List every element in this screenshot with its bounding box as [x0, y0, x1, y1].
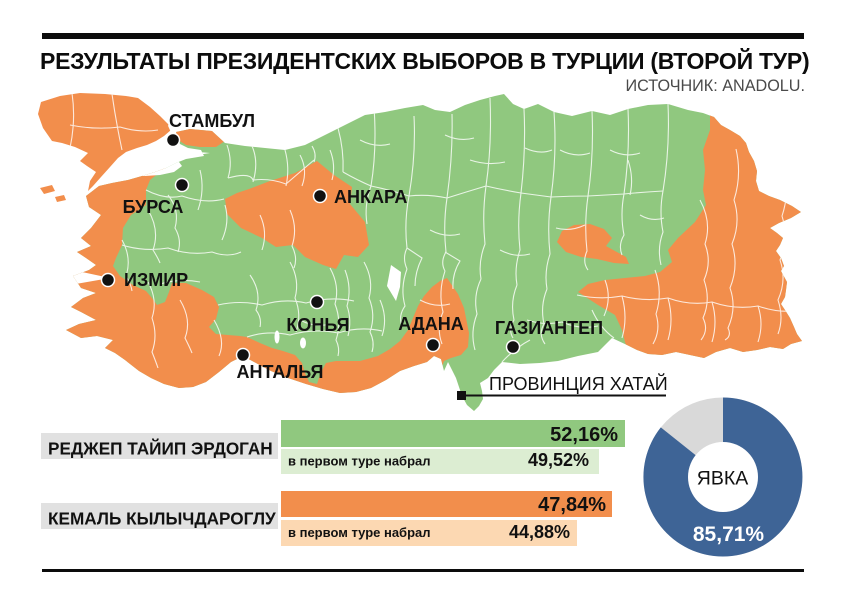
svg-text:АНКАРА: АНКАРА [334, 187, 407, 207]
svg-text:ИСТОЧНИК: ANADOLU.: ИСТОЧНИК: ANADOLU. [626, 77, 805, 95]
svg-text:ПРОВИНЦИЯ ХАТАЙ: ПРОВИНЦИЯ ХАТАЙ [489, 373, 668, 394]
svg-text:в первом туре набрал: в первом туре набрал [288, 454, 431, 469]
svg-text:44,88%: 44,88% [509, 522, 570, 542]
svg-text:СТАМБУЛ: СТАМБУЛ [169, 111, 255, 131]
svg-text:ГАЗИАНТЕП: ГАЗИАНТЕП [495, 318, 603, 338]
svg-text:АНТАЛЬЯ: АНТАЛЬЯ [237, 362, 324, 382]
svg-text:АДАНА: АДАНА [398, 314, 464, 334]
svg-text:ЯВКА: ЯВКА [697, 468, 748, 490]
svg-text:РЕДЖЕП ТАЙИП ЭРДОГАН: РЕДЖЕП ТАЙИП ЭРДОГАН [48, 439, 273, 459]
svg-text:БУРСА: БУРСА [123, 197, 184, 217]
svg-text:85,71%: 85,71% [693, 523, 765, 546]
svg-text:КОНЬЯ: КОНЬЯ [286, 315, 349, 335]
svg-text:52,16%: 52,16% [550, 424, 618, 446]
svg-text:ИЗМИР: ИЗМИР [124, 270, 188, 290]
svg-text:49,52%: 49,52% [528, 450, 589, 470]
svg-text:КЕМАЛЬ КЫЛЫЧДАРОГЛУ: КЕМАЛЬ КЫЛЫЧДАРОГЛУ [48, 509, 276, 529]
svg-text:в первом туре набрал: в первом туре набрал [288, 525, 431, 540]
svg-text:47,84%: 47,84% [538, 494, 606, 516]
svg-text:РЕЗУЛЬТАТЫ ПРЕЗИДЕНТСКИХ ВЫБОР: РЕЗУЛЬТАТЫ ПРЕЗИДЕНТСКИХ ВЫБОРОВ В ТУРЦИ… [40, 47, 809, 74]
